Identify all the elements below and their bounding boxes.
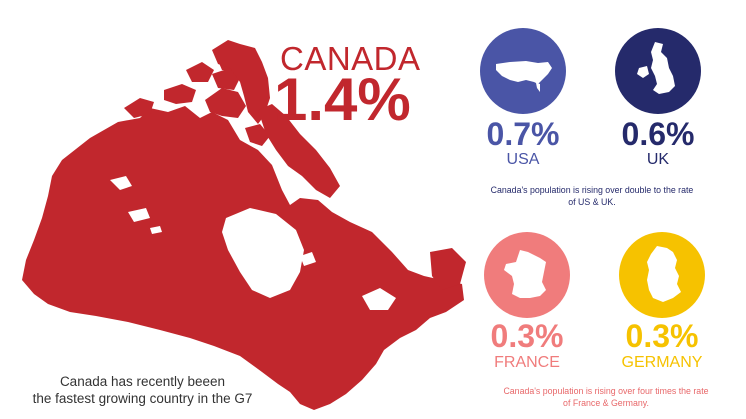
france-growth-rate: 0.3%	[490, 318, 564, 354]
us-uk-note-line-2: of US & UK.	[568, 197, 616, 207]
france-map-icon	[504, 250, 546, 298]
caption-line-2: the fastest growing country in the G7	[32, 391, 253, 406]
uk-circle	[615, 28, 701, 114]
usa-label: USA	[506, 151, 540, 168]
usa-map-icon	[496, 61, 552, 92]
france-label: FRANCE	[494, 354, 560, 371]
uk-label: UK	[646, 151, 670, 168]
canada-title: CANADA	[280, 40, 421, 77]
caption-line-1: Canada has recently beeen	[59, 374, 226, 389]
canada-growth-rate: 1.4%	[274, 66, 411, 133]
france-germany-note-line-2: of France & Germany.	[563, 398, 649, 408]
germany-map-icon	[647, 246, 681, 302]
usa-growth-rate: 0.7%	[486, 116, 560, 152]
caption: Canada has recently beeen the fastest gr…	[30, 373, 255, 407]
france-germany-comparison-note: Canada's population is rising over four …	[481, 385, 731, 409]
us-uk-comparison-note: Canada's population is rising over doubl…	[467, 184, 717, 208]
uk-map-icon	[637, 42, 675, 94]
france-germany-note-line-1: Canada's population is rising over four …	[503, 386, 709, 396]
germany-label: GERMANY	[621, 354, 703, 371]
germany-circle	[619, 232, 705, 318]
uk-growth-rate: 0.6%	[621, 116, 695, 152]
france-circle	[484, 232, 570, 318]
usa-circle	[480, 28, 566, 114]
us-uk-note-line-1: Canada's population is rising over doubl…	[490, 185, 694, 195]
germany-growth-rate: 0.3%	[625, 318, 699, 354]
canada-map-icon	[22, 40, 466, 410]
